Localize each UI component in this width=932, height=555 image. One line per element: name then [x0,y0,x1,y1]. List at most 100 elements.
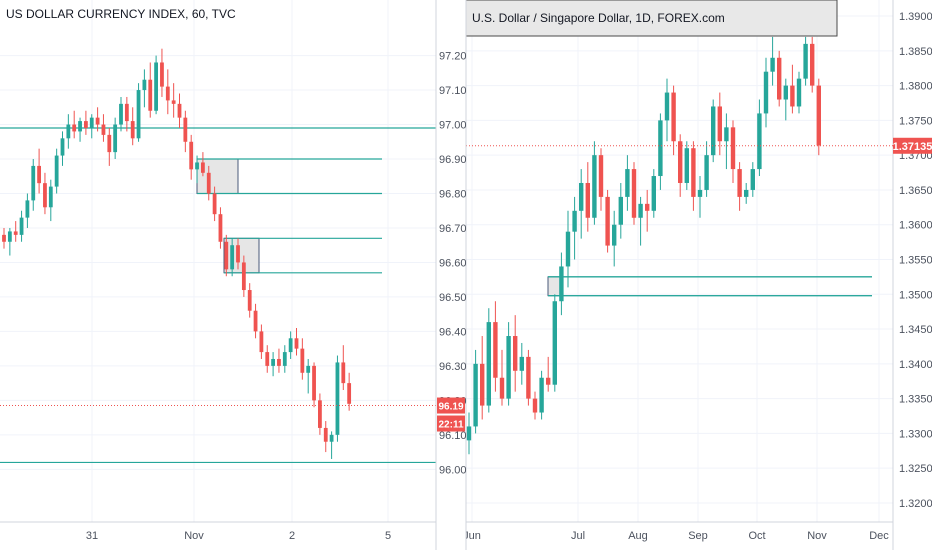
candle-body [691,148,696,197]
candle-body [618,196,623,225]
candle-body [300,348,305,373]
candle-body [559,266,564,302]
candle-body [277,358,281,366]
y-tick-label: 1.33500 [899,394,932,406]
candle-body [513,336,518,371]
candle-body [526,356,531,399]
candle-body [645,203,650,211]
candle-body [247,290,252,311]
y-tick-label: 1.32500 [899,463,932,475]
candle-body [230,245,235,270]
y-tick-label: 1.32000 [899,498,932,510]
candle-body [218,214,223,242]
candle-body [592,155,597,218]
candle-body [730,127,736,170]
right-chart-panel[interactable]: 1.390001.385001.380001.375001.370001.365… [463,0,932,550]
candle-body [312,365,316,401]
candle-body [697,189,703,197]
countdown-badge [437,415,465,432]
chart-title: U.S. Dollar / Singapore Dollar, 1D, FORE… [472,11,725,25]
y-tick-label: 97.00 [439,120,467,132]
candle-body [612,224,617,246]
candle-body [60,138,65,156]
candle-body [84,121,88,128]
y-tick-label: 96.40 [439,326,467,338]
candle-body [565,231,571,267]
candle-body [466,426,472,441]
last-price-badge[interactable] [437,397,465,414]
last-price-label: 1.37135 [893,141,932,153]
y-tick-label: 1.33000 [899,428,932,440]
candle-body [605,196,610,246]
y-tick-label: 1.34000 [899,359,932,371]
candle-body [136,90,141,139]
candle-body [473,363,478,427]
candle-body [323,427,328,442]
candle-body [48,186,53,208]
candle-body [777,57,782,100]
y-tick-label: 1.39000 [899,11,932,23]
candle-body [664,92,670,121]
candle-body [631,169,637,218]
candle-body [31,165,36,201]
candle-body [183,117,188,142]
candle-body [750,169,755,190]
candle-body [796,78,802,107]
candle-body [78,121,82,132]
title-box [465,0,838,37]
candle-body [335,362,340,435]
y-tick-label: 97.10 [439,85,467,97]
candle-body [224,241,229,270]
x-tick-label: Dec [869,530,889,542]
x-tick-label: Nov [807,530,827,542]
candle-body [638,203,643,218]
candle-body [493,322,498,378]
candle-body [552,301,557,385]
candle-body [189,141,194,170]
candle-body [506,336,511,399]
y-tick-label: 96.70 [439,223,467,235]
candle-body [13,231,18,235]
candle-body [585,182,590,218]
candle-body [119,103,123,125]
plot-area[interactable] [0,0,436,522]
y-tick-label: 1.36000 [899,220,932,232]
x-tick-label: Oct [748,530,765,542]
candle-body [480,363,485,406]
x-tick-label: Jun [463,530,481,542]
candle-body [142,79,147,91]
y-tick-label: 96.30 [439,361,467,373]
y-tick-label: 1.35000 [899,289,932,301]
candle-body [206,172,211,194]
x-tick-label: Jul [571,530,585,542]
candle-body [572,210,577,232]
candle-body [294,338,299,349]
candle-body [54,155,59,187]
candle-body [171,100,176,104]
candle-body [43,183,47,208]
candle-body [737,169,742,197]
candle-body [37,165,41,184]
candle-body [318,400,322,428]
candle-body [625,169,630,197]
candle-body [25,200,30,218]
left-chart-panel[interactable]: 97.20 97.10 97.00 96.90 96.80 96.70 96.60 96.50… [0,0,471,550]
candle-body [803,43,808,79]
candle-body [107,134,112,153]
plot-area[interactable] [466,0,893,522]
candle-body [532,398,538,413]
supply-demand-zone[interactable] [223,237,260,274]
y-tick-label: 97.20 [439,51,467,63]
candle-body [770,57,775,72]
candle-body [546,377,551,385]
candle-body [519,356,524,371]
candle-body [816,85,821,146]
last-price-badge[interactable] [893,137,932,154]
candle-body [763,71,769,114]
candle-body [19,217,24,235]
x-tick-label: Sep [688,530,708,542]
candle-body [717,106,722,142]
candle-body [306,365,311,373]
